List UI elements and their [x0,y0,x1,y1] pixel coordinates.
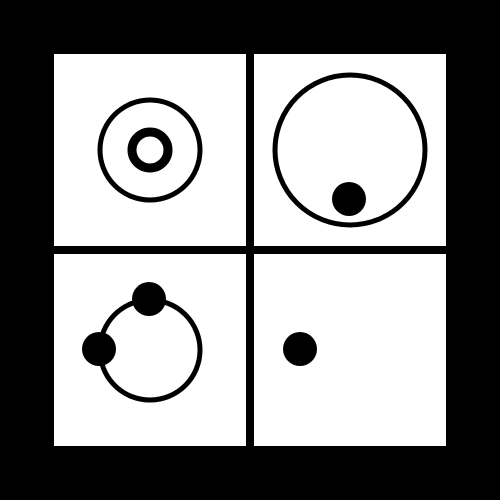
panel-top-right-background [254,54,446,246]
left-dot [82,332,116,366]
panel-bottom-right [254,254,446,446]
panel-bottom-left [54,254,246,446]
panel-top-left [54,54,246,246]
panel-bottom-right-background [254,254,446,446]
large-ring [272,72,428,228]
outer-ring [97,97,203,203]
panel-top-right [254,54,446,246]
inner-ring [127,127,173,173]
lone-dot [283,332,317,366]
inner-dot [332,182,366,216]
panel-top-left-background [54,54,246,246]
top-dot [132,282,166,316]
